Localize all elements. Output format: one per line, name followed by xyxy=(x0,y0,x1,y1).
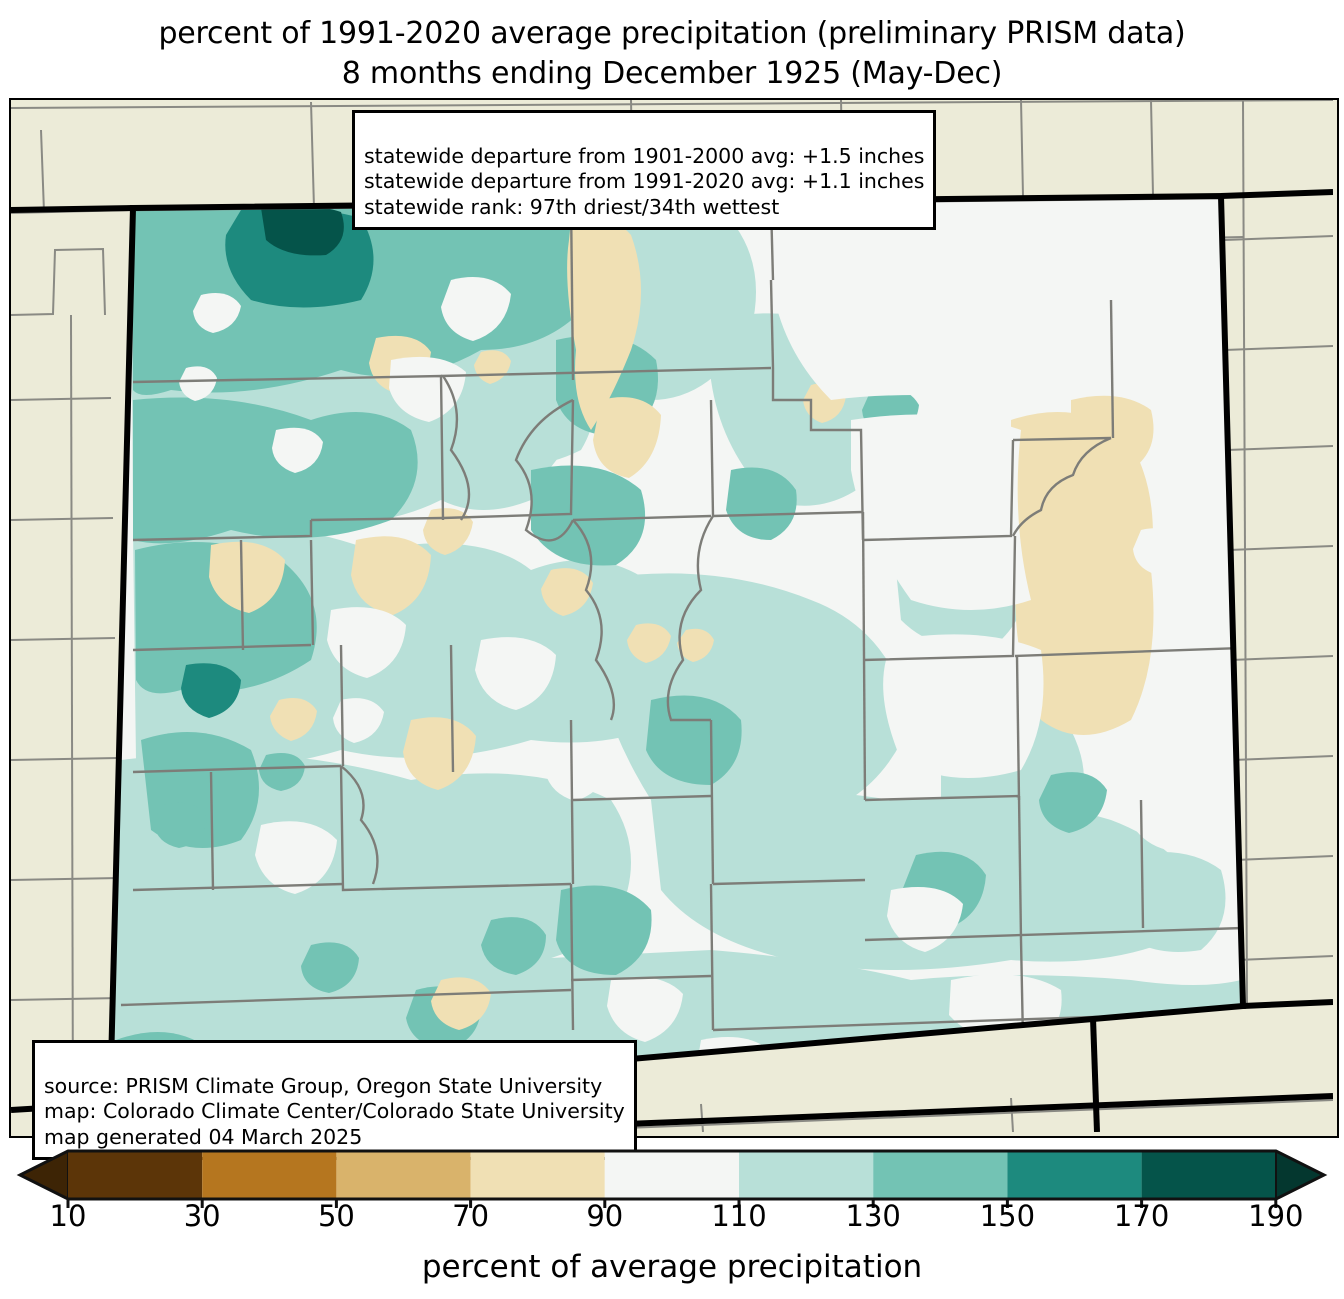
colorbar-bands xyxy=(68,1151,1276,1199)
colorbar-tick-marks xyxy=(66,1199,1278,1208)
colorado-precipitation-map[interactable] xyxy=(11,100,1333,1132)
band-170-190 xyxy=(261,205,344,256)
colorbar[interactable] xyxy=(0,1148,1344,1208)
colorbar-under-arrow xyxy=(17,1149,69,1201)
source-attribution-text: source: PRISM Climate Group, Oregon Stat… xyxy=(44,1073,625,1149)
colorbar-tick-50: 50 xyxy=(317,1199,355,1233)
statewide-stats-text: statewide departure from 1901-2000 avg: … xyxy=(364,143,925,219)
colorbar-tick-130: 130 xyxy=(845,1199,901,1233)
colorbar-tick-30: 30 xyxy=(183,1199,221,1233)
map-panel[interactable] xyxy=(9,98,1339,1138)
colorbar-tick-170: 170 xyxy=(1113,1199,1170,1233)
colorbar-swatches xyxy=(16,1149,1328,1208)
source-attribution-box: source: PRISM Climate Group, Oregon Stat… xyxy=(32,1040,637,1160)
colorbar-axis-title: percent of average precipitation xyxy=(421,1249,923,1285)
neighbor-state-borders xyxy=(11,189,1333,1132)
page-title: percent of 1991-2020 average precipitati… xyxy=(158,16,1186,91)
colorbar-tick-190: 190 xyxy=(1248,1199,1304,1233)
colorbar-tick-90: 90 xyxy=(586,1199,624,1233)
colorbar-over-arrow xyxy=(1275,1149,1327,1201)
statewide-stats-box: statewide departure from 1901-2000 avg: … xyxy=(352,110,937,230)
colorbar-tick-150: 150 xyxy=(979,1199,1036,1233)
colorbar-tick-70: 70 xyxy=(452,1199,490,1233)
colorbar-tick-110: 110 xyxy=(711,1199,767,1233)
colorbar-tick-labels: 10 30 50 70 90 110 130 150 170 190 xyxy=(0,1199,1344,1239)
colorbar-tick-10: 10 xyxy=(49,1199,87,1233)
